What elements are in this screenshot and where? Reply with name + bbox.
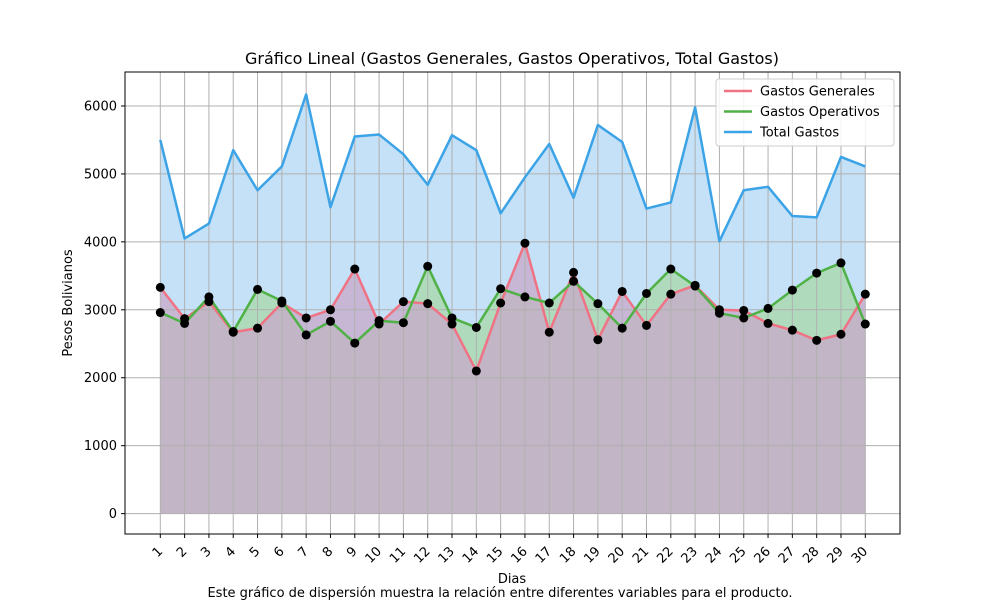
data-point: [155, 308, 165, 318]
data-point: [204, 292, 214, 302]
data-point: [812, 268, 822, 278]
data-point: [350, 338, 360, 348]
data-point: [155, 282, 165, 292]
data-point: [423, 299, 433, 309]
data-point: [423, 261, 433, 271]
data-point: [642, 288, 651, 298]
plot-frame: [124, 71, 901, 535]
data-point: [593, 299, 603, 309]
data-points: [155, 238, 870, 376]
data-point: [666, 289, 676, 299]
y-tick-label: 2000: [84, 371, 117, 386]
legend: Gastos Generales Gastos Operativos Total G…: [715, 78, 895, 147]
data-point: [471, 366, 481, 376]
series-line-3: [159, 93, 866, 243]
series-line-1: [159, 241, 867, 373]
data-point: [569, 276, 579, 286]
data-point: [544, 327, 554, 337]
data-point: [812, 335, 822, 345]
y-axis-ticks: 0 1000 2000 3000 4000 5000 6000: [84, 99, 125, 522]
area-fills: [160, 94, 866, 514]
data-point: [763, 318, 773, 328]
data-point: [253, 284, 263, 294]
y-tick-label: 3000: [84, 303, 117, 318]
data-point: [301, 330, 311, 340]
data-point: [642, 320, 651, 330]
data-point: [398, 318, 408, 328]
data-point: [520, 292, 530, 302]
data-point: [593, 335, 603, 345]
data-point: [277, 296, 287, 306]
y-tick-label: 1000: [84, 439, 117, 454]
data-point: [617, 323, 627, 333]
legend-label: Gastos Generales: [760, 85, 875, 100]
data-point: [690, 281, 700, 291]
data-point: [496, 298, 506, 308]
data-point: [666, 264, 676, 274]
x-axis-label: Dias: [498, 572, 527, 587]
data-point: [569, 267, 579, 277]
y-tick-label: 6000: [84, 99, 117, 114]
data-point: [398, 297, 408, 307]
data-point: [836, 329, 846, 339]
data-point: [325, 305, 335, 315]
legend-label: Total Gastos: [759, 126, 839, 141]
grid-lines: [125, 72, 900, 534]
data-point: [496, 284, 506, 294]
data-point: [374, 316, 384, 326]
data-point: [544, 298, 554, 308]
data-point: [228, 327, 238, 337]
chart-title: Gráfico Lineal (Gastos Generales, Gastos…: [245, 49, 779, 68]
y-tick-label: 4000: [84, 235, 117, 250]
data-point: [739, 305, 749, 315]
data-point: [180, 318, 190, 328]
data-point: [253, 323, 263, 333]
data-point: [787, 285, 797, 295]
data-point: [860, 319, 870, 329]
y-axis-label: Pesos Bolivianos: [61, 249, 76, 357]
y-tick-label: 0: [109, 507, 117, 522]
legend-box: [715, 78, 895, 147]
data-point: [714, 308, 724, 318]
chart-caption: Este gráfico de dispersión muestra la re…: [207, 586, 792, 600]
data-point: [739, 313, 749, 323]
legend-label: Gastos Operativos: [760, 105, 880, 120]
data-point: [350, 264, 360, 274]
data-point: [836, 258, 846, 268]
data-point: [617, 286, 627, 296]
data-point: [325, 316, 335, 326]
y-tick-label: 5000: [84, 167, 117, 182]
data-point: [471, 322, 481, 332]
data-point: [447, 313, 457, 323]
data-point: [763, 303, 773, 313]
data-point: [787, 325, 797, 335]
data-point: [520, 238, 530, 248]
data-point: [301, 313, 311, 323]
data-point: [860, 289, 870, 299]
